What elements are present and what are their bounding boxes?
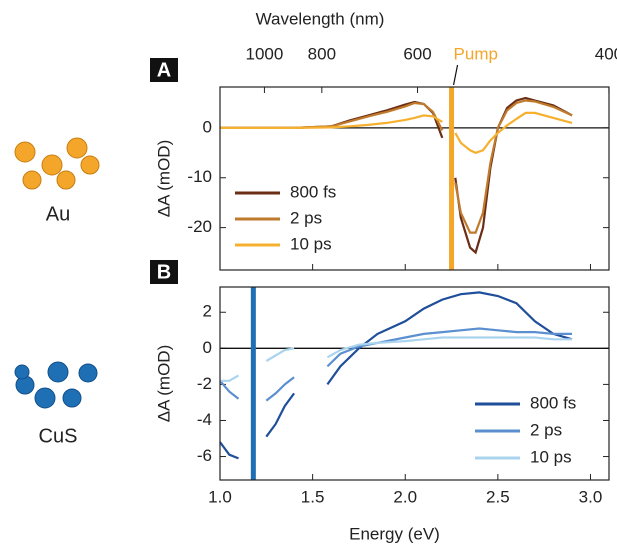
y-tick-label: 0 [203, 117, 212, 136]
x-tick-label: 3.0 [579, 487, 603, 506]
panel-label-box [150, 260, 178, 284]
x2-tick-label: 400 [595, 44, 617, 63]
legend-label: 10 ps [290, 234, 332, 253]
x-axis-label: Energy (eV) [349, 524, 440, 543]
series-line [220, 336, 572, 382]
x-tick-label: 1.5 [301, 487, 325, 506]
panel-label: B [157, 261, 171, 283]
legend-label: 2 ps [530, 420, 562, 439]
legend-label: 800 fs [530, 393, 576, 412]
y-tick-label: -10 [187, 167, 212, 186]
au-particles [14, 137, 100, 190]
x2-axis-label: Wavelength (nm) [256, 9, 385, 28]
x-tick-label: 1.0 [208, 487, 232, 506]
y-tick-label: -2 [197, 374, 212, 393]
y-axis-label: ΔA (mOD) [154, 345, 173, 422]
x2-tick-label: 600 [403, 44, 431, 63]
series-line [220, 111, 573, 154]
plot-frame [219, 286, 610, 481]
pump-annotation: Pump [454, 44, 498, 63]
y-tick-label: 0 [203, 338, 212, 357]
y-tick-label: -4 [197, 410, 212, 429]
sample-label: CuS [39, 425, 78, 447]
plot-frame [219, 86, 610, 271]
series-line [219, 291, 573, 460]
y-tick-label: -6 [197, 446, 212, 465]
legend-label: 800 fs [290, 182, 336, 201]
sample-label: Au [46, 203, 70, 225]
legend-label: 10 ps [530, 447, 572, 466]
series-line [219, 327, 572, 402]
y-tick-label: 2 [203, 302, 212, 321]
x2-tick-label: 1000 [246, 44, 284, 63]
cus-particles [14, 361, 98, 409]
y-axis-label: ΔA (mOD) [154, 140, 173, 217]
x-tick-label: 2.0 [393, 487, 417, 506]
x2-tick-label: 800 [308, 44, 336, 63]
y-tick-label: -20 [187, 217, 212, 236]
pump-pointer [452, 64, 459, 86]
panel-label: A [157, 59, 171, 81]
legend-label: 2 ps [290, 208, 322, 227]
panel-label-box [150, 58, 178, 82]
x-tick-label: 2.5 [486, 487, 510, 506]
